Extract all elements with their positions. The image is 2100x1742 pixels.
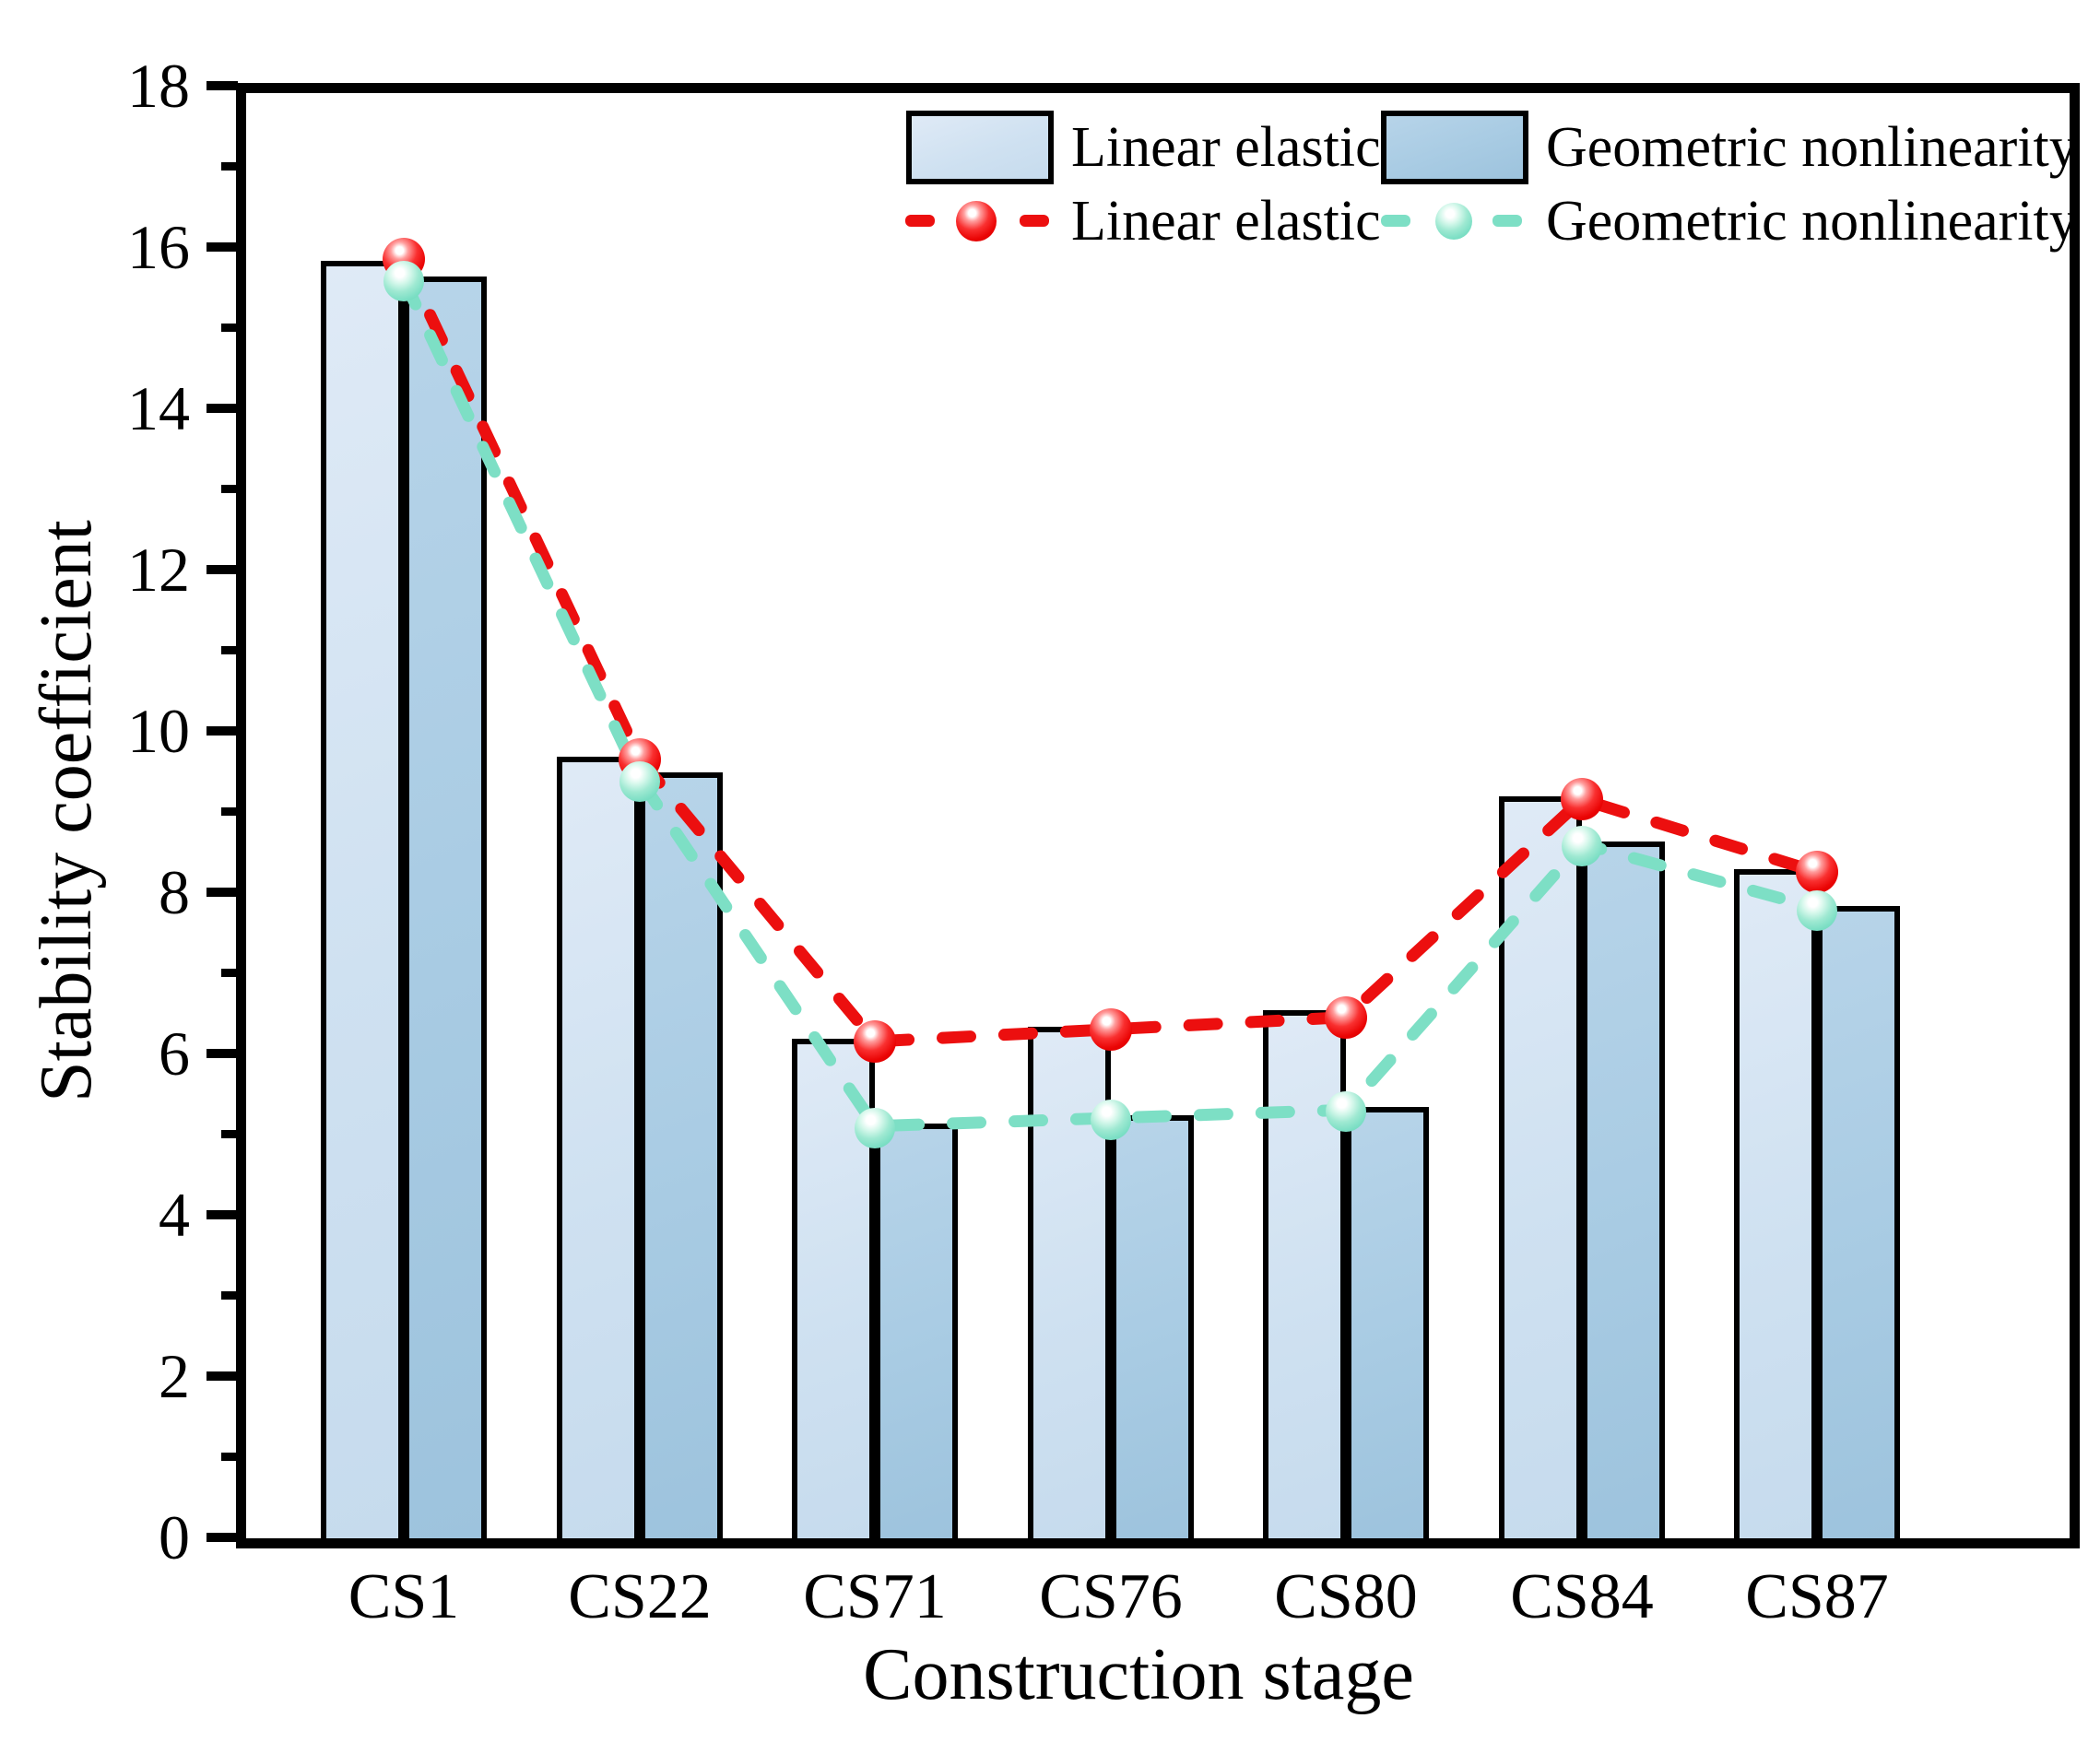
marker-geometric-nonlinearity-CS1 — [383, 261, 424, 301]
y-tick-label: 12 — [127, 534, 190, 605]
bar-geometric-nonlinearity-CS87 — [1817, 905, 1900, 1544]
legend-dash-icon — [1492, 215, 1522, 227]
y-tick-label: 6 — [159, 1018, 190, 1089]
legend-label-geometric-nonlinearity-line: Geometric nonlinearity — [1546, 189, 2078, 253]
legend-swatch-linear-elastic-bar — [906, 111, 1054, 184]
bar-linear-elastic-CS84 — [1499, 796, 1582, 1544]
y-minor-tick — [221, 1453, 238, 1461]
marker-geometric-nonlinearity-CS76 — [1091, 1100, 1131, 1140]
y-major-tick — [206, 242, 238, 252]
y-tick-label: 2 — [159, 1340, 190, 1411]
marker-linear-elastic-CS71 — [854, 1019, 896, 1063]
y-minor-tick — [221, 485, 238, 493]
y-major-tick — [206, 81, 238, 90]
y-major-tick — [206, 1533, 238, 1542]
y-minor-tick — [221, 646, 238, 654]
marker-geometric-nonlinearity-CS71 — [855, 1107, 895, 1148]
legend-dash-icon — [1381, 215, 1410, 227]
bar-linear-elastic-CS1 — [321, 260, 404, 1544]
marker-linear-elastic-CS84 — [1561, 778, 1603, 821]
y-minor-tick — [221, 807, 238, 816]
x-tick-label-CS71: CS71 — [803, 1561, 947, 1632]
bar-geometric-nonlinearity-CS80 — [1346, 1107, 1429, 1544]
legend-label-geometric-nonlinearity-bar: Geometric nonlinearity — [1546, 115, 2078, 179]
legend-label-linear-elastic-line: Linear elastic — [1071, 189, 1381, 253]
y-tick-label: 14 — [127, 372, 190, 443]
y-minor-tick — [221, 1130, 238, 1138]
y-minor-tick — [221, 969, 238, 977]
bar-geometric-nonlinearity-CS84 — [1582, 841, 1665, 1544]
y-major-tick — [206, 888, 238, 897]
marker-linear-elastic-CS87 — [1796, 851, 1838, 894]
legend-swatch-geometric-nonlinearity-bar — [1381, 111, 1528, 184]
bar-linear-elastic-CS80 — [1263, 1010, 1346, 1544]
legend-red-sphere-icon — [956, 201, 997, 241]
y-minor-tick — [221, 324, 238, 332]
bar-geometric-nonlinearity-CS76 — [1111, 1115, 1194, 1544]
y-major-tick — [206, 404, 238, 413]
x-axis-title: Construction stage — [863, 1633, 1414, 1715]
y-major-tick — [206, 565, 238, 574]
x-tick-label-CS84: CS84 — [1510, 1561, 1654, 1632]
bar-linear-elastic-CS22 — [557, 756, 640, 1544]
y-tick-label: 18 — [127, 50, 190, 121]
y-major-tick — [206, 1049, 238, 1058]
marker-linear-elastic-CS80 — [1325, 995, 1367, 1039]
legend-teal-sphere-icon — [1435, 203, 1472, 240]
x-tick-label-CS76: CS76 — [1039, 1561, 1183, 1632]
y-major-tick — [206, 726, 238, 736]
marker-geometric-nonlinearity-CS87 — [1797, 889, 1837, 931]
y-tick-label: 16 — [127, 211, 190, 282]
legend-dash-icon — [1020, 215, 1049, 227]
y-major-tick — [206, 1210, 238, 1219]
y-minor-tick — [221, 1291, 238, 1300]
y-tick-label: 10 — [127, 695, 190, 766]
y-tick-label: 8 — [159, 856, 190, 927]
marker-geometric-nonlinearity-CS84 — [1562, 825, 1602, 866]
y-major-tick — [206, 1371, 238, 1381]
bar-geometric-nonlinearity-CS1 — [404, 277, 487, 1544]
bar-geometric-nonlinearity-CS71 — [875, 1123, 958, 1544]
legend-dash-icon — [905, 215, 935, 227]
bar-linear-elastic-CS87 — [1734, 869, 1817, 1544]
bar-geometric-nonlinearity-CS22 — [640, 772, 723, 1544]
marker-geometric-nonlinearity-CS22 — [619, 760, 660, 802]
x-tick-label-CS22: CS22 — [568, 1561, 712, 1632]
y-tick-label: 0 — [159, 1501, 190, 1572]
x-tick-label-CS80: CS80 — [1274, 1561, 1418, 1632]
marker-linear-elastic-CS76 — [1090, 1007, 1132, 1051]
y-tick-label: 4 — [159, 1179, 190, 1250]
marker-geometric-nonlinearity-CS80 — [1326, 1091, 1366, 1133]
y-minor-tick — [221, 162, 238, 171]
x-tick-label-CS1: CS1 — [348, 1561, 460, 1632]
legend-label-linear-elastic-bar: Linear elastic — [1071, 115, 1381, 179]
x-tick-label-CS87: CS87 — [1745, 1561, 1889, 1632]
